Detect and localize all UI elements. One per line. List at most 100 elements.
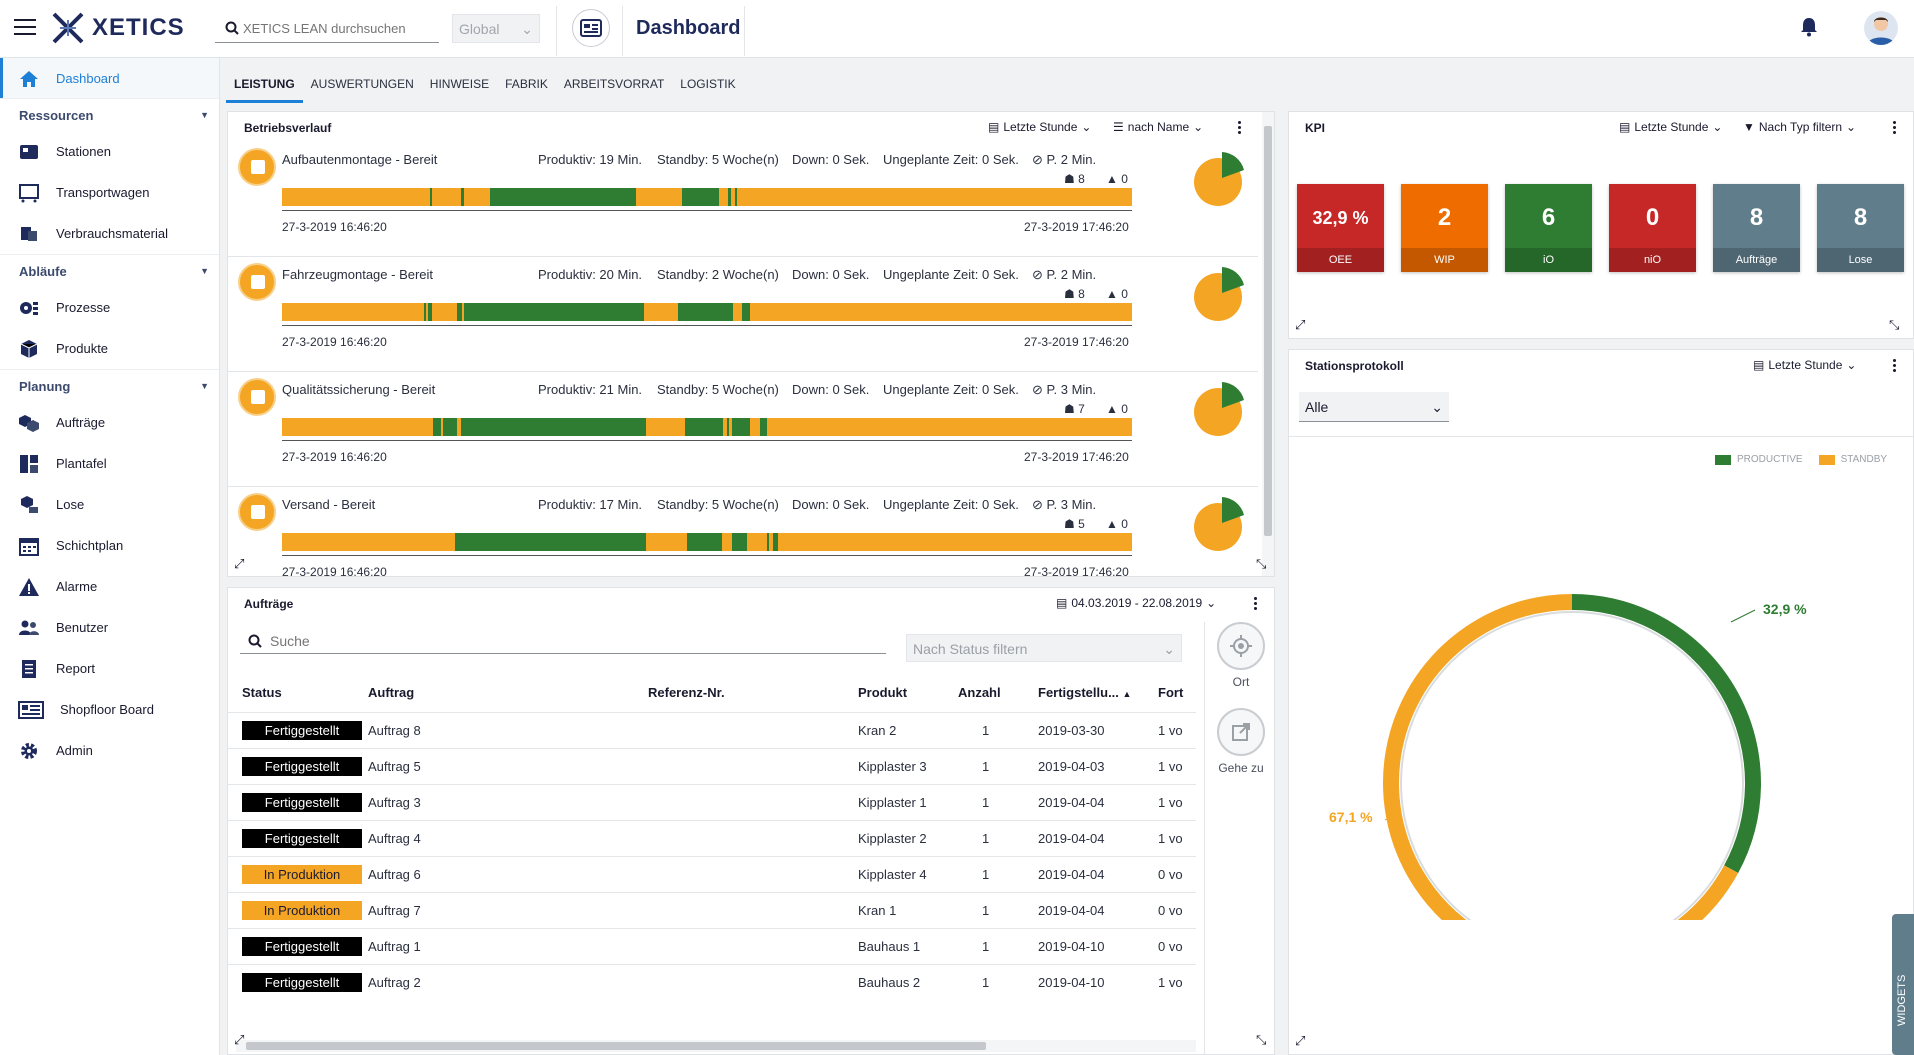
collapse-icon[interactable]: ⤡ xyxy=(1256,556,1267,571)
table-row[interactable]: Fertiggestellt Auftrag 2 Bauhaus 2 1 201… xyxy=(228,963,1196,1000)
kpi-tile-auftraege[interactable]: 8 Aufträge xyxy=(1713,184,1800,272)
widget-title: KPI xyxy=(1305,121,1326,135)
global-search[interactable] xyxy=(215,14,439,43)
sidebar-item-report[interactable]: Report xyxy=(0,648,219,689)
sort-select[interactable]: ☰ nach Name ⌄ xyxy=(1113,120,1203,134)
expand-icon[interactable]: ⤢ xyxy=(234,1032,245,1047)
col-produkt[interactable]: Produkt xyxy=(858,685,908,701)
kpi-tile-nio[interactable]: 0 niO xyxy=(1609,184,1696,272)
station-row[interactable]: Aufbautenmontage - Bereit Produktiv: 19 … xyxy=(228,142,1258,257)
scope-select[interactable]: Global ⌄ xyxy=(452,14,540,43)
sidebar-item-plantafel[interactable]: Plantafel xyxy=(0,443,219,484)
col-status[interactable]: Status xyxy=(242,685,282,701)
order-search-input[interactable] xyxy=(270,632,870,649)
collapse-icon[interactable]: ⤡ xyxy=(1256,1032,1267,1047)
col-anzahl[interactable]: Anzahl xyxy=(958,685,1001,701)
global-search-input[interactable] xyxy=(243,20,433,36)
station-row[interactable]: Fahrzeugmontage - Bereit Produktiv: 20 M… xyxy=(228,257,1258,372)
sidebar-item-lose[interactable]: Lose xyxy=(0,484,219,525)
scrollbar-thumb[interactable] xyxy=(246,1042,986,1050)
kpi-tile-wip[interactable]: 2 WIP xyxy=(1401,184,1488,272)
sidebar-item-verbrauchsmaterial[interactable]: Verbrauchsmaterial xyxy=(0,213,219,254)
col-fort[interactable]: Fort xyxy=(1158,685,1184,701)
timeline-bar[interactable] xyxy=(282,418,1132,436)
sidebar-item-alarme[interactable]: Alarme xyxy=(0,566,219,607)
sidebar-item-transportwagen[interactable]: Transportwagen xyxy=(0,172,219,213)
sidebar-section-ressourcen[interactable]: Ressourcen ▼ xyxy=(0,98,219,131)
tab-auswertungen[interactable]: AUSWERTUNGEN xyxy=(310,77,414,91)
table-row[interactable]: Fertiggestellt Auftrag 4 Kipplaster 2 1 … xyxy=(228,819,1196,856)
sidebar-section-planung[interactable]: Planung ▼ xyxy=(0,369,219,402)
status-filter-select[interactable]: Nach Status filtern ⌄ xyxy=(906,634,1182,662)
scrollbar-thumb[interactable] xyxy=(1264,126,1272,536)
col-auftrag[interactable]: Auftrag xyxy=(368,685,415,701)
horizontal-scrollbar[interactable] xyxy=(236,1040,1196,1052)
station-name[interactable]: Qualitätssicherung - Bereit xyxy=(282,382,436,397)
date-range-select[interactable]: ▤ 04.03.2019 - 22.08.2019 ⌄ xyxy=(1056,596,1216,610)
kpi-tile-io[interactable]: 6 iO xyxy=(1505,184,1592,272)
more-options-icon[interactable] xyxy=(1889,359,1899,375)
type-filter-select[interactable]: ▼ Nach Typ filtern ⌄ xyxy=(1743,120,1856,134)
table-row[interactable]: Fertiggestellt Auftrag 1 Bauhaus 1 1 201… xyxy=(228,927,1196,964)
timeline-bar[interactable] xyxy=(282,533,1132,551)
donut-slice-productive[interactable] xyxy=(1571,594,1761,874)
tab-fabrik[interactable]: FABRIK xyxy=(505,77,548,91)
goto-button[interactable] xyxy=(1217,708,1265,756)
expand-icon[interactable]: ⤢ xyxy=(234,556,245,571)
sidebar-item-shopfloor-board[interactable]: Shopfloor Board xyxy=(0,689,219,730)
scrollbar[interactable] xyxy=(1262,112,1274,576)
sidebar-item-benutzer[interactable]: Benutzer xyxy=(0,607,219,648)
section-label: Ressourcen xyxy=(19,107,94,123)
menu-icon[interactable] xyxy=(14,19,36,37)
sidebar-section-ablaeufe[interactable]: Abläufe ▼ xyxy=(0,254,219,287)
tab-logistik[interactable]: LOGISTIK xyxy=(680,77,736,91)
sidebar-item-stationen[interactable]: Stationen xyxy=(0,131,219,172)
station-row[interactable]: Qualitätssicherung - Bereit Produktiv: 2… xyxy=(228,372,1258,487)
dashboard-switch-button[interactable] xyxy=(572,9,610,47)
station-select[interactable]: Alle ⌄ xyxy=(1299,392,1449,422)
more-options-icon[interactable] xyxy=(1234,121,1244,137)
collapse-icon[interactable]: ⤡ xyxy=(1889,317,1900,332)
avatar[interactable] xyxy=(1864,11,1898,45)
donut-slice-standby[interactable] xyxy=(1383,594,1739,920)
cell-auftrag: Auftrag 2 xyxy=(368,963,648,1000)
table-row[interactable]: Fertiggestellt Auftrag 8 Kran 2 1 2019-0… xyxy=(228,711,1196,748)
time-range-select[interactable]: ▤ Letzte Stunde ⌄ xyxy=(1753,358,1856,372)
sidebar-item-admin[interactable]: Admin xyxy=(0,730,219,771)
station-row[interactable]: Versand - Bereit Produktiv: 17 Min. Stan… xyxy=(228,487,1258,576)
table-row[interactable]: Fertiggestellt Auftrag 5 Kipplaster 3 1 … xyxy=(228,747,1196,784)
sidebar-item-produkte[interactable]: Produkte xyxy=(0,328,219,369)
table-row[interactable]: In Produktion Auftrag 6 Kipplaster 4 1 2… xyxy=(228,855,1196,892)
bell-icon[interactable] xyxy=(1800,17,1818,37)
logo[interactable]: XETICS xyxy=(50,10,185,46)
expand-icon[interactable]: ⤢ xyxy=(1295,317,1306,332)
tab-hinweise[interactable]: HINWEISE xyxy=(429,77,490,91)
station-name[interactable]: Versand - Bereit xyxy=(282,497,376,512)
time-range-select[interactable]: ▤ Letzte Stunde ⌄ xyxy=(1619,120,1722,134)
tab-arbeitsvorrat[interactable]: ARBEITSVORRAT xyxy=(563,77,665,91)
sidebar-item-dashboard[interactable]: Dashboard xyxy=(0,58,219,98)
cell-anzahl: 1 xyxy=(958,927,1038,964)
more-options-icon[interactable] xyxy=(1889,121,1899,137)
timeline-bar[interactable] xyxy=(282,303,1132,321)
col-fertigstellung[interactable]: Fertigstellu... ▲ xyxy=(1038,674,1158,712)
col-referenz[interactable]: Referenz-Nr. xyxy=(648,685,725,701)
more-options-icon[interactable] xyxy=(1250,597,1260,613)
table-row[interactable]: In Produktion Auftrag 7 Kran 1 1 2019-04… xyxy=(228,891,1196,928)
widgets-drawer-tab[interactable]: WIDGETS xyxy=(1892,914,1914,1055)
order-search[interactable] xyxy=(240,628,886,654)
sidebar-item-auftraege[interactable]: Aufträge xyxy=(0,402,219,443)
productive-segment xyxy=(427,303,432,321)
kpi-tile-lose[interactable]: 8 Lose xyxy=(1817,184,1904,272)
sidebar-item-schichtplan[interactable]: Schichtplan xyxy=(0,525,219,566)
kpi-tile-oee[interactable]: 32,9 % OEE xyxy=(1297,184,1384,272)
locate-button[interactable] xyxy=(1217,622,1265,670)
expand-icon[interactable]: ⤢ xyxy=(1295,1033,1306,1048)
tab-leistung[interactable]: LEISTUNG xyxy=(226,77,303,103)
station-name[interactable]: Fahrzeugmontage - Bereit xyxy=(282,267,434,282)
station-name[interactable]: Aufbautenmontage - Bereit xyxy=(282,152,438,167)
sidebar-item-prozesse[interactable]: Prozesse xyxy=(0,287,219,328)
time-range-select[interactable]: ▤ Letzte Stunde ⌄ xyxy=(988,120,1091,134)
timeline-bar[interactable] xyxy=(282,188,1132,206)
table-row[interactable]: Fertiggestellt Auftrag 3 Kipplaster 1 1 … xyxy=(228,783,1196,820)
